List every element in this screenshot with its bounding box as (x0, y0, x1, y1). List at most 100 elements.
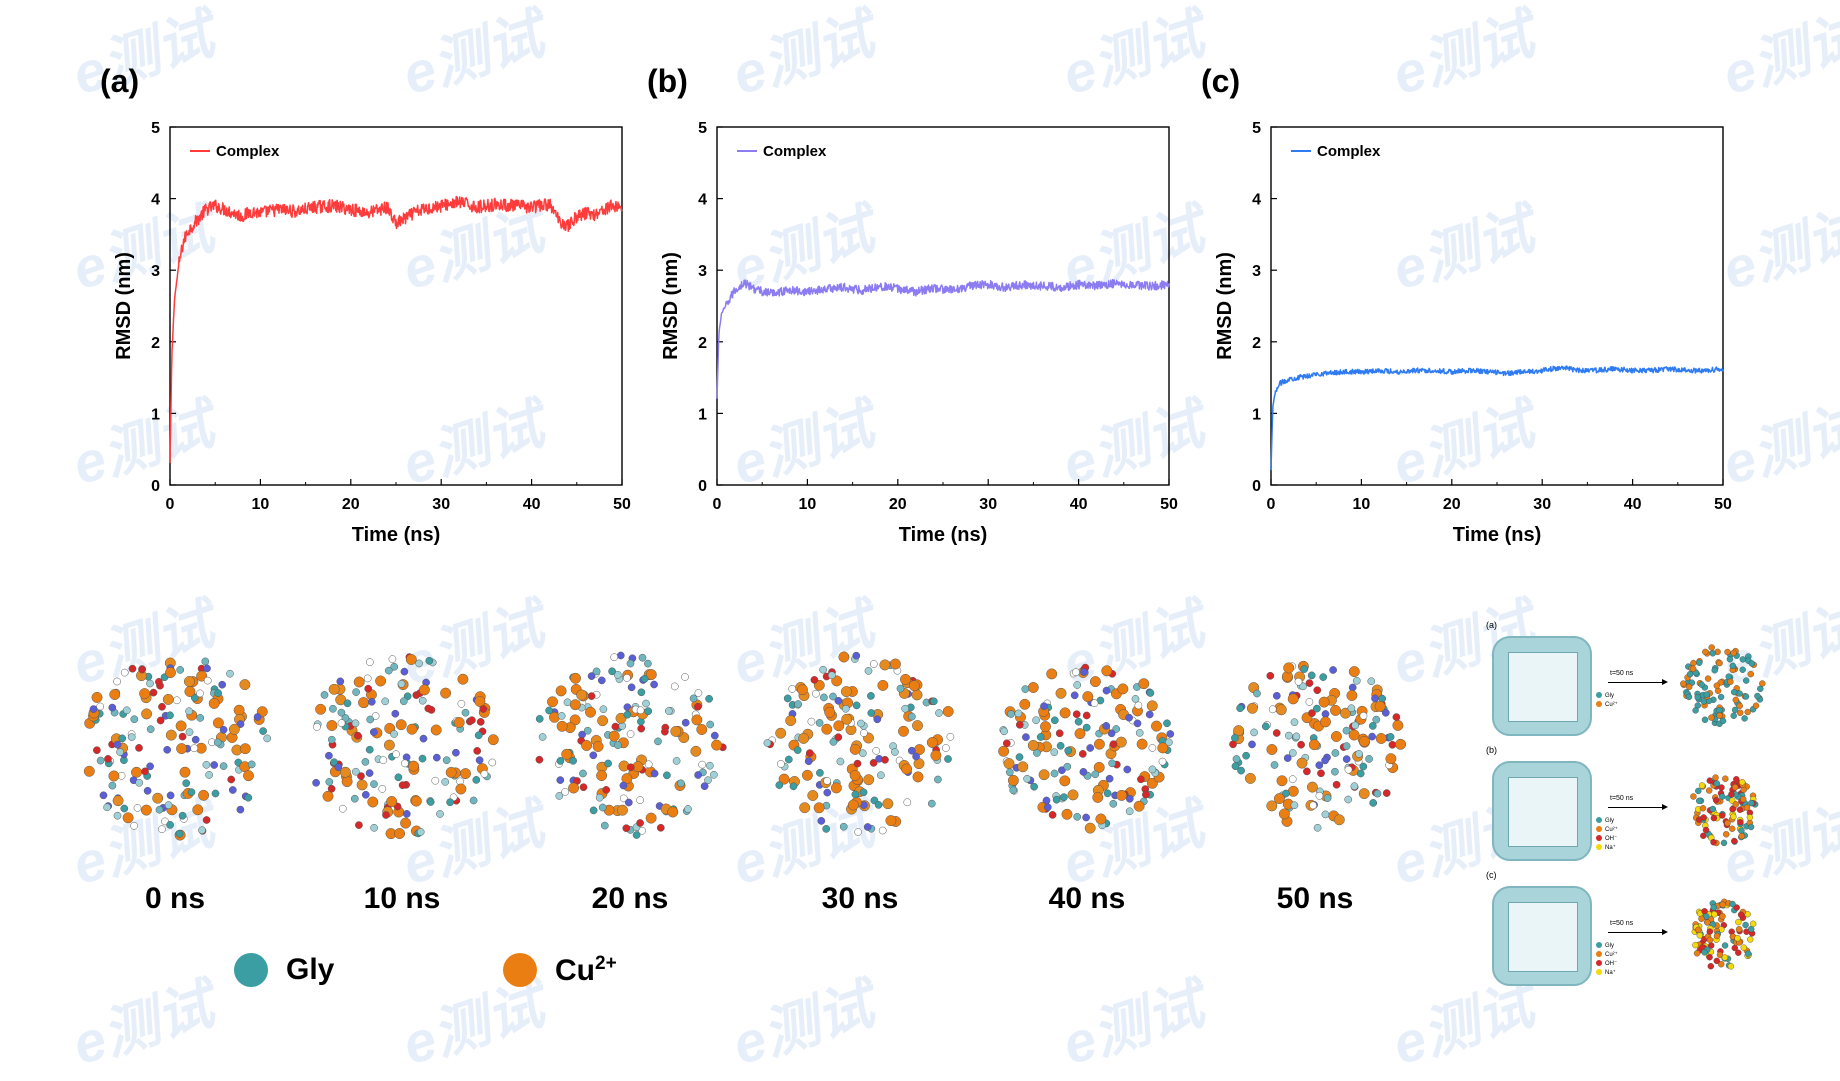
atom (840, 686, 852, 698)
atom (841, 704, 850, 713)
atom (677, 779, 685, 788)
atom (1730, 649, 1737, 657)
atom (1704, 919, 1711, 926)
atom (386, 796, 398, 807)
atom (1166, 730, 1175, 738)
atom (1724, 819, 1731, 827)
atom (1061, 808, 1073, 820)
atom (196, 714, 205, 722)
atom (122, 706, 131, 715)
atom (1717, 693, 1725, 701)
cluster-image (1680, 644, 1766, 728)
atom (460, 768, 471, 780)
atom (1329, 666, 1337, 674)
atom (1344, 795, 1353, 804)
atom (146, 679, 154, 688)
atom (1701, 716, 1709, 724)
atom (166, 711, 174, 720)
atom (442, 756, 451, 765)
atom (1306, 781, 1318, 793)
atom (1700, 698, 1707, 705)
atom (228, 786, 237, 794)
gly-marker (234, 953, 268, 987)
atom (400, 667, 409, 676)
atom (926, 737, 938, 748)
atom (247, 760, 256, 769)
atom (1757, 685, 1764, 692)
atom (820, 693, 828, 702)
atom (469, 796, 478, 805)
legend-gly: Gly (234, 948, 334, 992)
atom (253, 713, 262, 721)
atom (366, 658, 374, 666)
atom (644, 760, 653, 769)
atom (1046, 668, 1058, 680)
atom (406, 723, 418, 735)
atom (777, 760, 785, 768)
dot-icon (1596, 826, 1602, 833)
atom (1743, 804, 1751, 811)
atom (366, 715, 375, 724)
atom (1738, 779, 1746, 786)
atom (455, 783, 467, 795)
atom (341, 776, 353, 788)
atom (617, 804, 628, 816)
atom (667, 806, 679, 818)
atom (341, 714, 350, 722)
atom (1287, 785, 1299, 797)
atom (1148, 744, 1157, 752)
atom (1744, 708, 1751, 716)
atom (1680, 680, 1687, 687)
atom (810, 676, 819, 684)
atom (1371, 694, 1379, 703)
atom (1739, 656, 1747, 663)
atom (233, 704, 245, 716)
atom (869, 660, 878, 668)
atom (1759, 680, 1766, 687)
atom (214, 689, 222, 697)
atom (535, 715, 544, 723)
solvent-box-image (1492, 761, 1592, 861)
atom (912, 752, 920, 761)
y-tick-label: 5 (1252, 120, 1261, 137)
inset-letter: (b) (1486, 745, 1497, 755)
arrow-label: t=50 ns (1610, 795, 1634, 802)
atom (830, 782, 842, 794)
atom (823, 777, 832, 785)
atom (1342, 742, 1351, 750)
atom (694, 702, 702, 711)
atom (91, 691, 103, 703)
atom (392, 750, 400, 759)
dot-icon (1596, 844, 1602, 851)
atom (663, 771, 671, 780)
x-tick-label: 50 (1714, 496, 1732, 513)
atom (784, 755, 793, 764)
atom (1313, 686, 1322, 695)
atom (365, 745, 374, 754)
molecule-cluster-image (763, 651, 955, 836)
atom (120, 668, 129, 677)
atom (1346, 690, 1358, 701)
atom (569, 714, 581, 726)
atom (1052, 795, 1061, 804)
series-line (1270, 365, 1724, 471)
atom (436, 810, 444, 818)
cu-marker (503, 953, 537, 987)
atom (1027, 739, 1039, 751)
atom (849, 743, 861, 755)
atom (313, 723, 321, 731)
atom (1308, 739, 1320, 751)
atom (710, 770, 718, 779)
atom (1330, 731, 1342, 742)
atom (146, 762, 154, 771)
atom (445, 766, 457, 778)
atom (896, 684, 905, 693)
atom (1375, 733, 1387, 744)
atom (1388, 740, 1397, 749)
atom (212, 717, 224, 729)
atom (190, 693, 199, 702)
atom (912, 720, 923, 732)
atom (244, 793, 253, 802)
atom (1019, 698, 1031, 710)
atom (1342, 755, 1351, 763)
